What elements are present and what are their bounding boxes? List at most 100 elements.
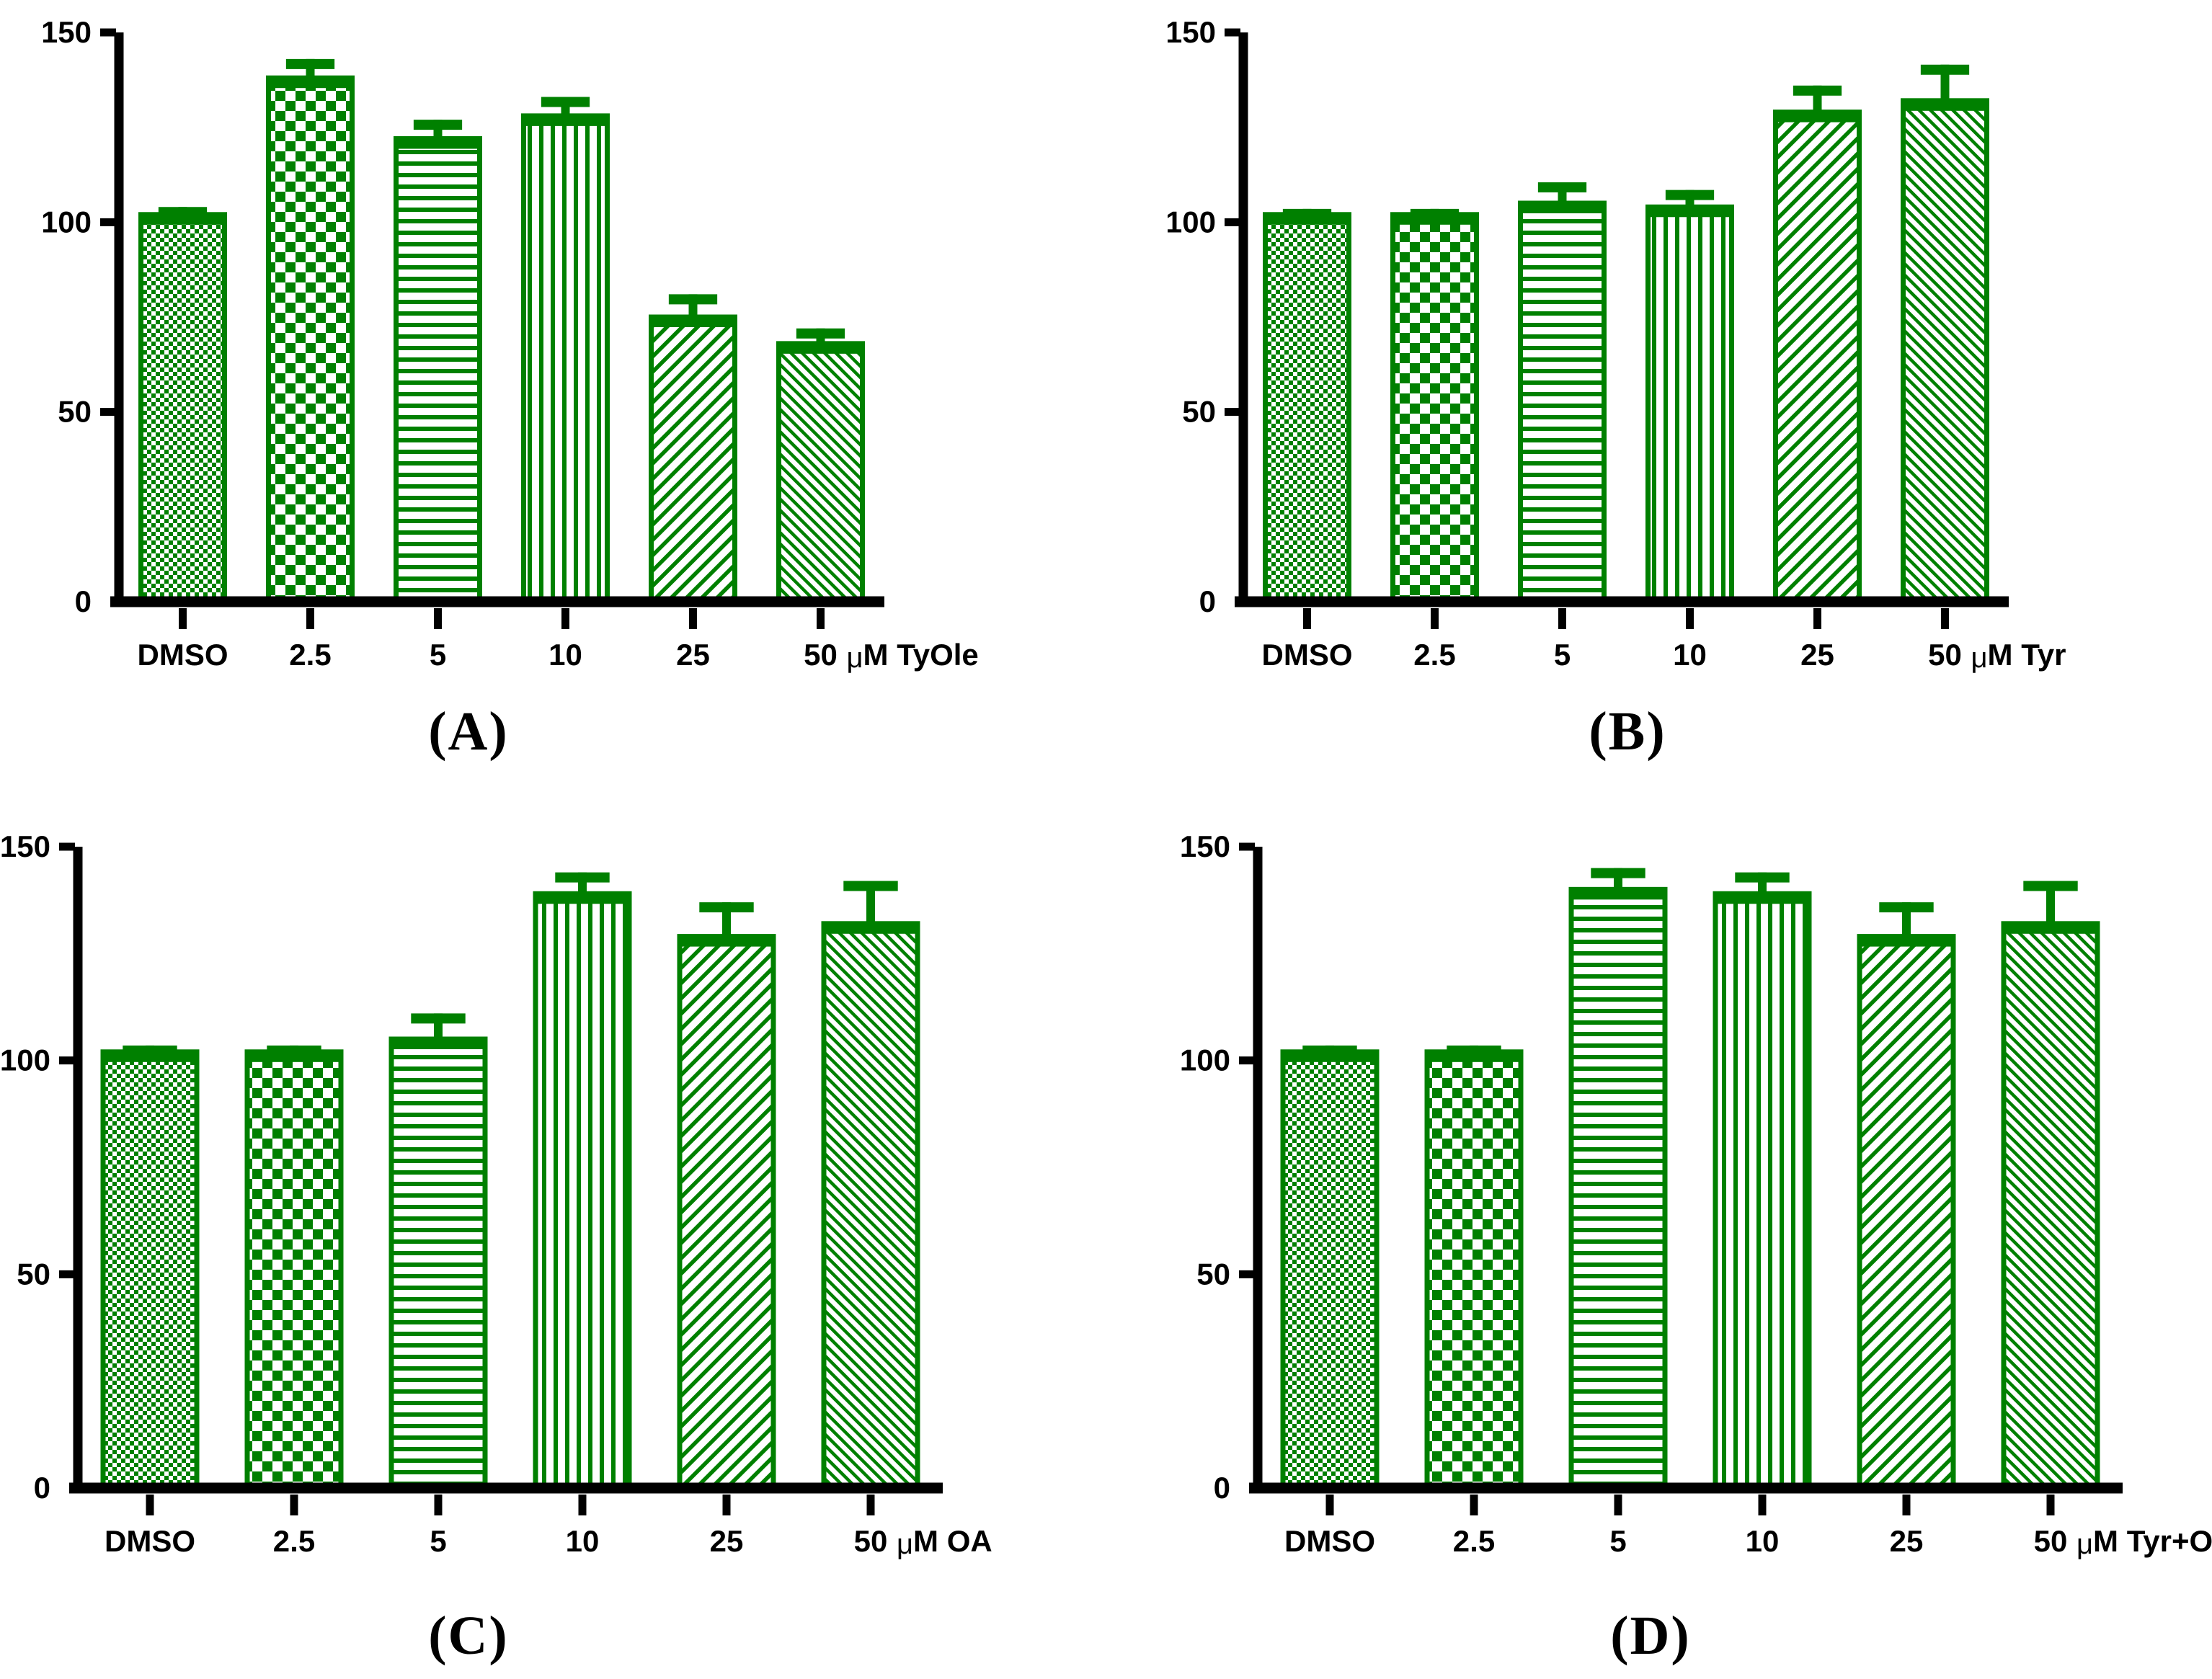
panel-caption-C: (C) [428,1605,509,1666]
panel-caption-B: (B) [1589,701,1666,762]
bar-top-band-50 [2002,921,2100,934]
x-tick-label-DMSO: DMSO [1284,1524,1375,1558]
bar-chart-panel-A: 0 50 100 150 DMSO 2.5 5 10 25 50 μM TyOle [43,15,979,674]
bar-top-band-50 [776,341,865,354]
bar-5 [394,135,482,605]
x-tick-label-5: 5 [430,638,446,672]
x-axis-unit-label: μM Tyr [1971,638,2066,674]
x-tick-label-25: 25 [710,1524,744,1558]
y-tick-label-100: 100 [1180,1043,1230,1077]
x-tick-label-5: 5 [430,1524,446,1558]
x-tick-label-2.5: 2.5 [289,638,331,672]
bar-25 [1857,934,1956,1491]
panel-A-chart: 0 50 100 150 DMSO 2.5 5 10 25 50 μM TyOle [43,0,1124,829]
y-tick-label-0: 0 [34,1471,50,1505]
bar-top-band-25 [1773,110,1862,123]
bar-top-band-DMSO [1281,1049,1379,1062]
y-tick-label-50: 50 [58,395,92,429]
panel-caption-A: (A) [428,701,509,762]
bar-chart-panel-C: 0 50 100 150 DMSO 2.5 5 10 25 50 μM OA [0,836,992,1560]
bar-top-band-25 [1857,934,1955,947]
bar-top-band-10 [521,113,610,126]
bar-2.5 [1424,1049,1524,1491]
panel-C-chart: 0 50 100 150 DMSO 2.5 5 10 25 50 μM OA [0,836,1110,1679]
y-tick-label-150: 150 [0,836,50,863]
bar-top-band-25 [678,934,776,947]
bar-50 [2001,921,2100,1491]
x-tick-label-25: 25 [1800,638,1834,672]
x-tick-label-2.5: 2.5 [1413,638,1455,672]
bar-top-band-DMSO [1263,212,1351,225]
bar-10 [1713,891,1812,1491]
y-tick-label-0: 0 [1199,584,1216,618]
y-tick-label-50: 50 [1182,395,1216,429]
bar-top-band-5 [394,136,482,149]
bar-50 [821,921,920,1491]
y-tick-label-100: 100 [0,1043,50,1077]
bar-top-band-2.5 [1425,1049,1523,1062]
bar-50 [1901,98,1989,605]
bar-10 [521,113,610,605]
bar-DMSO [138,212,227,605]
bar-top-band-50 [822,921,920,934]
x-tick-label-50: 50 [1928,638,1962,672]
bar-50 [776,341,865,605]
x-axis-unit-label: μM Tyr+OA [2076,1524,2212,1560]
bar-top-band-2.5 [245,1049,343,1062]
bar-top-band-5 [1569,887,1667,900]
bar-top-band-5 [1518,201,1607,213]
x-tick-label-10: 10 [1746,1524,1780,1558]
bar-top-band-10 [1645,205,1734,218]
bar-5 [1518,200,1607,605]
bar-25 [1773,110,1862,605]
x-tick-label-25: 25 [676,638,710,672]
bar-top-band-DMSO [101,1049,199,1062]
x-tick-label-10: 10 [566,1524,600,1558]
x-tick-label-DMSO: DMSO [1262,638,1353,672]
x-axis-unit-label: μM TyOle [847,638,979,674]
bar-top-band-2.5 [1390,212,1479,225]
x-tick-label-DMSO: DMSO [138,638,228,672]
y-tick-label-100: 100 [1168,205,1216,239]
x-tick-label-5: 5 [1554,638,1571,672]
panel-caption-D: (D) [1610,1605,1691,1666]
bar-top-band-5 [389,1037,487,1049]
x-tick-label-25: 25 [1890,1524,1924,1558]
bar-top-band-50 [1901,98,1989,111]
x-tick-label-50: 50 [2034,1524,2068,1558]
y-tick-label-0: 0 [1214,1471,1230,1505]
x-tick-label-2.5: 2.5 [1453,1524,1495,1558]
x-tick-label-2.5: 2.5 [273,1524,315,1558]
x-tick-label-5: 5 [1609,1524,1626,1558]
bar-5 [388,1036,488,1491]
bar-25 [677,934,776,1491]
x-tick-label-DMSO: DMSO [105,1524,195,1558]
bar-10 [1645,204,1734,605]
x-tick-label-10: 10 [548,638,582,672]
bar-chart-panel-B: 0 50 100 150 DMSO 2.5 5 10 25 50 μM Tyr [1168,15,2066,674]
y-tick-label-150: 150 [43,15,92,49]
y-tick-label-50: 50 [1196,1257,1230,1291]
bar-2.5 [266,75,355,605]
bar-DMSO [1263,212,1351,605]
panel-B-chart: 0 50 100 150 DMSO 2.5 5 10 25 50 μM Tyr [1168,0,2212,829]
bar-DMSO [1280,1049,1380,1491]
x-axis-unit-label: μM OA [897,1524,992,1560]
y-tick-label-150: 150 [1168,15,1216,49]
x-tick-label-50: 50 [804,638,838,672]
y-tick-label-150: 150 [1180,836,1230,863]
bar-top-band-DMSO [138,212,227,225]
y-tick-label-100: 100 [43,205,92,239]
y-tick-label-0: 0 [75,584,92,618]
bar-top-band-25 [649,315,737,327]
bar-10 [533,891,632,1491]
y-tick-label-50: 50 [17,1257,50,1291]
bar-top-band-10 [1713,891,1811,904]
bar-top-band-2.5 [266,76,355,89]
x-tick-label-50: 50 [854,1524,888,1558]
bar-top-band-10 [533,891,631,904]
bar-25 [649,314,737,605]
bar-DMSO [100,1049,200,1491]
